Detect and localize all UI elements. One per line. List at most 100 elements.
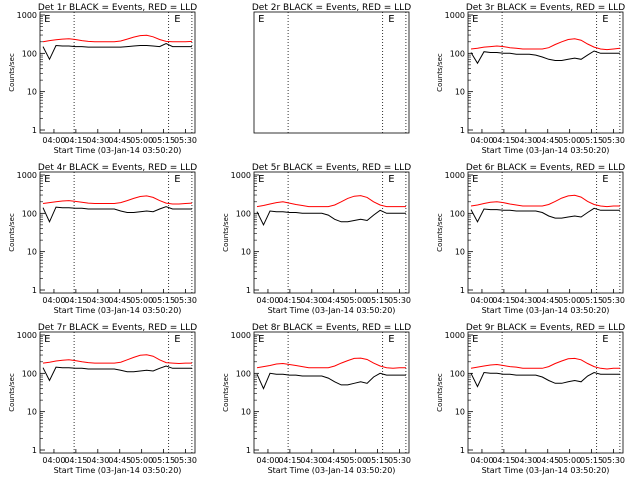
series-line-events	[42, 206, 192, 224]
plot-frame	[253, 331, 410, 454]
x-tick-label: 05:30	[174, 456, 197, 465]
y-tick-label: 1	[246, 446, 251, 455]
y-axis-label: Counts/sec	[436, 213, 444, 252]
y-tick-label: 100	[450, 369, 465, 378]
x-tick-label: 05:30	[388, 296, 411, 305]
series-line-events	[470, 50, 620, 65]
plot-frame	[253, 11, 410, 134]
x-tick-label: 05:30	[174, 136, 197, 145]
x-tick-label: 05:15	[152, 136, 175, 145]
event-marker: E	[174, 174, 180, 185]
event-marker: E	[44, 174, 50, 185]
plot-frame	[39, 11, 196, 134]
event-marker: E	[44, 14, 50, 25]
y-axis-label: Counts/sec	[8, 213, 16, 252]
plot-title: Det 5r BLACK = Events, RED = LLD	[252, 163, 411, 173]
x-tick-label: 04:00	[470, 456, 493, 465]
x-tick-label: 05:15	[152, 296, 175, 305]
plot-title: Det 6r BLACK = Events, RED = LLD	[466, 163, 625, 173]
event-marker: E	[472, 334, 478, 345]
x-tick-label: 04:00	[470, 136, 493, 145]
y-tick-label: 100	[236, 369, 251, 378]
y-axis-label: Counts/sec	[436, 373, 444, 412]
x-axis-label: Start Time (03-Jan-14 03:50:20)	[54, 466, 182, 475]
x-tick-label: 05:00	[130, 296, 153, 305]
x-tick-label: 04:00	[42, 296, 65, 305]
event-marker: E	[174, 334, 180, 345]
y-tick-label: 10	[455, 88, 465, 97]
x-tick-label: 05:30	[174, 296, 197, 305]
plot-frame	[39, 171, 196, 294]
x-tick-label: 04:30	[300, 456, 323, 465]
x-tick-label: 04:30	[86, 296, 109, 305]
series-line-events	[256, 209, 406, 227]
plot-title: Det 7r BLACK = Events, RED = LLD	[38, 323, 197, 333]
y-axis-label: Counts/sec	[222, 213, 230, 252]
x-tick-label: 05:15	[580, 456, 603, 465]
y-tick-label: 10	[27, 248, 37, 257]
x-tick-label: 04:00	[256, 456, 279, 465]
x-tick-label: 04:45	[108, 296, 131, 305]
x-tick-label: 05:00	[344, 296, 367, 305]
x-tick-label: 04:00	[42, 456, 65, 465]
x-tick-label: 04:30	[86, 456, 109, 465]
x-tick-label: 05:15	[366, 296, 389, 305]
y-axis-label: Counts/sec	[8, 53, 16, 92]
x-tick-label: 05:30	[388, 456, 411, 465]
series-line-events	[42, 365, 192, 382]
x-tick-label: 05:00	[130, 456, 153, 465]
event-marker: E	[258, 334, 264, 345]
plot-title: Det 2r BLACK = Events, RED = LLD	[252, 3, 411, 13]
y-tick-label: 1000	[17, 331, 37, 340]
x-tick-label: 04:00	[256, 296, 279, 305]
x-tick-label: 04:45	[536, 136, 559, 145]
x-tick-label: 05:15	[366, 456, 389, 465]
x-tick-label: 04:30	[86, 136, 109, 145]
x-tick-label: 04:15	[64, 296, 87, 305]
event-marker: E	[44, 334, 50, 345]
x-tick-label: 04:30	[300, 296, 323, 305]
x-tick-label: 05:30	[602, 456, 625, 465]
x-tick-label: 04:45	[322, 456, 345, 465]
series-line-lld	[42, 195, 193, 205]
y-tick-label: 1000	[231, 171, 251, 180]
y-axis-label: Counts/sec	[8, 373, 16, 412]
x-tick-label: 05:00	[130, 136, 153, 145]
x-tick-label: 04:15	[492, 136, 515, 145]
series-line-events	[470, 207, 620, 223]
plot-frame	[467, 171, 624, 294]
y-tick-label: 100	[236, 209, 251, 218]
series-line-lld	[42, 34, 193, 43]
x-tick-label: 05:15	[580, 136, 603, 145]
x-tick-label: 04:15	[278, 296, 301, 305]
x-tick-label: 04:45	[108, 456, 131, 465]
event-marker: E	[602, 334, 608, 345]
x-tick-label: 04:15	[492, 296, 515, 305]
series-line-lld	[470, 194, 620, 208]
y-tick-label: 1	[460, 126, 465, 135]
y-tick-label: 1	[460, 446, 465, 455]
plot-title: Det 3r BLACK = Events, RED = LLD	[466, 3, 625, 13]
event-marker: E	[472, 174, 478, 185]
plot-frame	[39, 331, 196, 454]
y-tick-label: 100	[450, 49, 465, 58]
y-tick-label: 100	[450, 209, 465, 218]
x-tick-label: 05:00	[558, 136, 581, 145]
x-tick-label: 05:30	[602, 136, 625, 145]
x-axis-label: Start Time (03-Jan-14 03:50:20)	[482, 146, 610, 155]
plot-frame	[253, 171, 410, 294]
y-tick-label: 100	[22, 49, 37, 58]
x-tick-label: 04:30	[514, 456, 537, 465]
series-line-lld	[256, 195, 406, 208]
event-marker: E	[388, 14, 394, 25]
x-tick-label: 04:00	[470, 296, 493, 305]
plot-frame	[467, 11, 624, 134]
